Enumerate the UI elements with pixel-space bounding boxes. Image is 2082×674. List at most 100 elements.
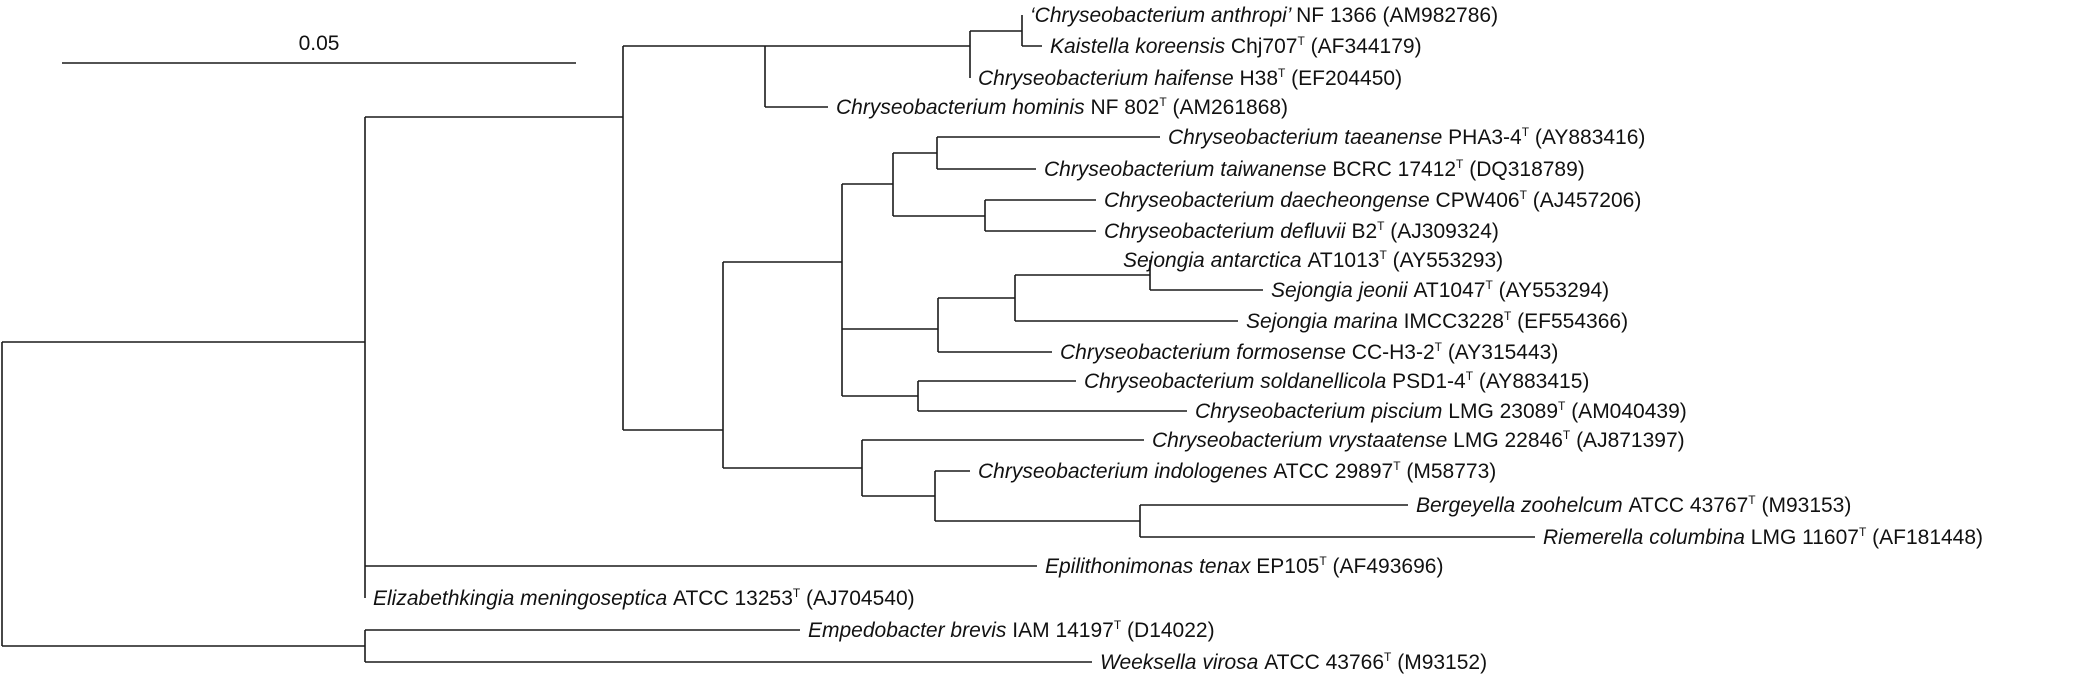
taxon-name: Kaistella koreensis (1050, 35, 1231, 58)
accession-number: (AF344179) (1305, 35, 1422, 58)
taxon-label-antarctica: Sejongia antarctica AT1013T (AY553293) (1123, 248, 1503, 272)
taxon-name: Chryseobacterium daecheongense (1104, 189, 1436, 212)
taxon-name: Sejongia jeonii (1271, 279, 1413, 302)
strain-name: LMG 11607 (1751, 526, 1859, 549)
strain-name: AT1047 (1413, 279, 1485, 302)
type-strain-mark: T (1297, 34, 1305, 48)
strain-name: ATCC 43767 (1628, 494, 1748, 517)
taxon-label-taiwanense: Chryseobacterium taiwanense BCRC 17412T … (1044, 157, 1585, 181)
taxon-name: Weeksella virosa (1100, 651, 1264, 674)
taxon-label-zoohelcum: Bergeyella zoohelcum ATCC 43767T (M93153… (1416, 493, 1851, 517)
taxon-name: Chryseobacterium taiwanense (1044, 158, 1332, 181)
accession-number: (DQ318789) (1463, 158, 1584, 181)
taxon-name: ‘Chryseobacterium anthropi’ (1030, 4, 1296, 27)
taxon-name: Bergeyella zoohelcum (1416, 494, 1628, 517)
accession-number: (EF204450) (1285, 67, 1402, 90)
accession-number: (EF554366) (1511, 310, 1628, 333)
scale-bar-label: 0.05 (299, 32, 340, 55)
taxon-label-soldanellicola: Chryseobacterium soldanellicola PSD1-4T … (1084, 369, 1589, 393)
type-strain-mark: T (1435, 340, 1443, 354)
taxon-label-anthropi: ‘Chryseobacterium anthropi’ NF 1366 (AM9… (1030, 4, 1498, 27)
strain-name: Chj707 (1231, 35, 1298, 58)
taxon-name: Chryseobacterium defluvii (1104, 220, 1351, 243)
taxon-name: Empedobacter brevis (808, 619, 1012, 642)
type-strain-mark: T (1520, 188, 1528, 202)
accession-number: (AY315443) (1442, 341, 1558, 364)
type-strain-mark: T (1558, 399, 1566, 413)
strain-name: ATCC 13253 (673, 587, 793, 610)
strain-name: LMG 22846 (1453, 429, 1563, 452)
accession-number: (AJ457206) (1527, 189, 1641, 212)
taxon-name: Chryseobacterium haifense (978, 67, 1239, 90)
taxon-label-brevis: Empedobacter brevis IAM 14197T (D14022) (808, 618, 1215, 642)
strain-name: PSD1-4 (1392, 370, 1466, 393)
accession-number: (AM982786) (1377, 4, 1498, 27)
strain-name: EP105 (1256, 555, 1319, 578)
type-strain-mark: T (1859, 525, 1867, 539)
taxon-name: Riemerella columbina (1543, 526, 1751, 549)
taxon-label-meningoseptica: Elizabethkingia meningoseptica ATCC 1325… (373, 586, 915, 610)
taxon-label-formosense: Chryseobacterium formosense CC-H3-2T (AY… (1060, 340, 1558, 364)
taxon-name: Chryseobacterium soldanellicola (1084, 370, 1392, 393)
accession-number: (D14022) (1121, 619, 1214, 642)
strain-name: ATCC 29897 (1273, 460, 1393, 483)
accession-number: (AY883416) (1529, 126, 1645, 149)
strain-name: IMCC3228 (1404, 310, 1504, 333)
accession-number: (M58773) (1401, 460, 1497, 483)
taxon-label-tenax: Epilithonimonas tenax EP105T (AF493696) (1045, 554, 1443, 578)
taxon-label-daecheongense: Chryseobacterium daecheongense CPW406T (… (1104, 188, 1641, 212)
taxon-name: Sejongia marina (1246, 310, 1404, 333)
taxon-name: Elizabethkingia meningoseptica (373, 587, 673, 610)
type-strain-mark: T (1522, 125, 1530, 139)
taxon-name: Chryseobacterium taeanense (1168, 126, 1448, 149)
type-strain-mark: T (1278, 66, 1286, 80)
taxon-name: Chryseobacterium indologenes (978, 460, 1273, 483)
accession-number: (AM261868) (1167, 96, 1288, 119)
strain-name: IAM 14197 (1012, 619, 1114, 642)
taxon-name: Chryseobacterium hominis (836, 96, 1090, 119)
type-strain-mark: T (1384, 650, 1392, 664)
taxon-label-piscium: Chryseobacterium piscium LMG 23089T (AM0… (1195, 399, 1687, 423)
strain-name: ATCC 43766 (1264, 651, 1384, 674)
taxon-name: Chryseobacterium piscium (1195, 400, 1448, 423)
accession-number: (AM040439) (1565, 400, 1686, 423)
type-strain-mark: T (1485, 278, 1493, 292)
accession-number: (AY553294) (1493, 279, 1609, 302)
type-strain-mark: T (1456, 157, 1464, 171)
taxon-label-koreensis: Kaistella koreensis Chj707T (AF344179) (1050, 34, 1422, 58)
strain-name: NF 802 (1090, 96, 1159, 119)
type-strain-mark: T (1159, 95, 1167, 109)
type-strain-mark: T (1379, 248, 1387, 262)
accession-number: (AF181448) (1866, 526, 1983, 549)
strain-name: NF 1366 (1296, 4, 1377, 27)
taxon-label-marina: Sejongia marina IMCC3228T (EF554366) (1246, 309, 1628, 333)
accession-number: (AY553293) (1387, 249, 1503, 272)
type-strain-mark: T (1377, 219, 1385, 233)
taxon-label-indologenes: Chryseobacterium indologenes ATCC 29897T… (978, 459, 1496, 483)
taxon-label-columbina: Riemerella columbina LMG 11607T (AF18144… (1543, 525, 1983, 549)
type-strain-mark: T (1504, 309, 1512, 323)
type-strain-mark: T (1748, 493, 1756, 507)
type-strain-mark: T (1563, 428, 1571, 442)
strain-name: PHA3-4 (1448, 126, 1522, 149)
strain-name: B2 (1351, 220, 1377, 243)
type-strain-mark: T (1114, 618, 1122, 632)
accession-number: (M93152) (1391, 651, 1487, 674)
accession-number: (AJ871397) (1570, 429, 1684, 452)
strain-name: H38 (1239, 67, 1278, 90)
type-strain-mark: T (793, 586, 801, 600)
taxon-name: Sejongia antarctica (1123, 249, 1307, 272)
taxon-label-taeanense: Chryseobacterium taeanense PHA3-4T (AY88… (1168, 125, 1645, 149)
scale-bar: 0.05 (62, 32, 576, 64)
taxon-label-vrystaatense: Chryseobacterium vrystaatense LMG 22846T… (1152, 428, 1685, 452)
accession-number: (AF493696) (1327, 555, 1444, 578)
accession-number: (AJ309324) (1384, 220, 1498, 243)
taxon-name: Epilithonimonas tenax (1045, 555, 1256, 578)
strain-name: AT1013 (1307, 249, 1379, 272)
taxon-name: Chryseobacterium formosense (1060, 341, 1352, 364)
accession-number: (AJ704540) (800, 587, 914, 610)
strain-name: CPW406 (1436, 189, 1520, 212)
taxon-label-jeonii: Sejongia jeonii AT1047T (AY553294) (1271, 278, 1609, 302)
taxon-label-haifense: Chryseobacterium haifense H38T (EF204450… (978, 66, 1402, 90)
